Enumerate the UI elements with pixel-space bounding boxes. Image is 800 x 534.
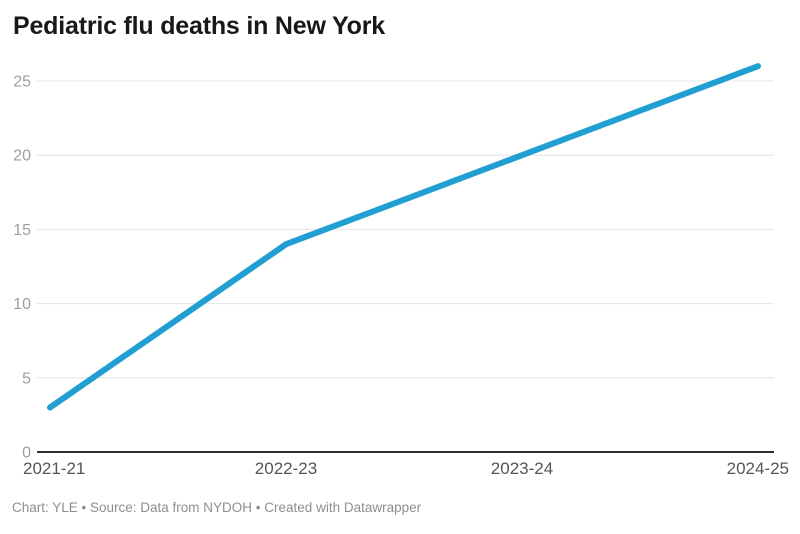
x-axis-tick-label: 2024-25 xyxy=(727,459,789,478)
chart-title: Pediatric flu deaths in New York xyxy=(13,12,385,40)
x-axis-tick-label: 2023-24 xyxy=(491,459,553,478)
data-line-series xyxy=(47,63,761,411)
y-axis-tick-label: 5 xyxy=(22,370,31,387)
x-axis-tick-label: 2021-21 xyxy=(23,459,85,478)
y-axis-tick-label: 0 xyxy=(22,445,31,462)
y-axis-tick-label: 10 xyxy=(13,296,31,313)
y-axis-tick-label: 20 xyxy=(13,148,31,165)
chart-footer-attribution: Chart: YLE • Source: Data from NYDOH • C… xyxy=(12,500,422,515)
y-axis-tick-label: 25 xyxy=(13,74,31,91)
y-axis-tick-label: 15 xyxy=(13,222,31,239)
x-axis-tick-label: 2022-23 xyxy=(255,459,317,478)
